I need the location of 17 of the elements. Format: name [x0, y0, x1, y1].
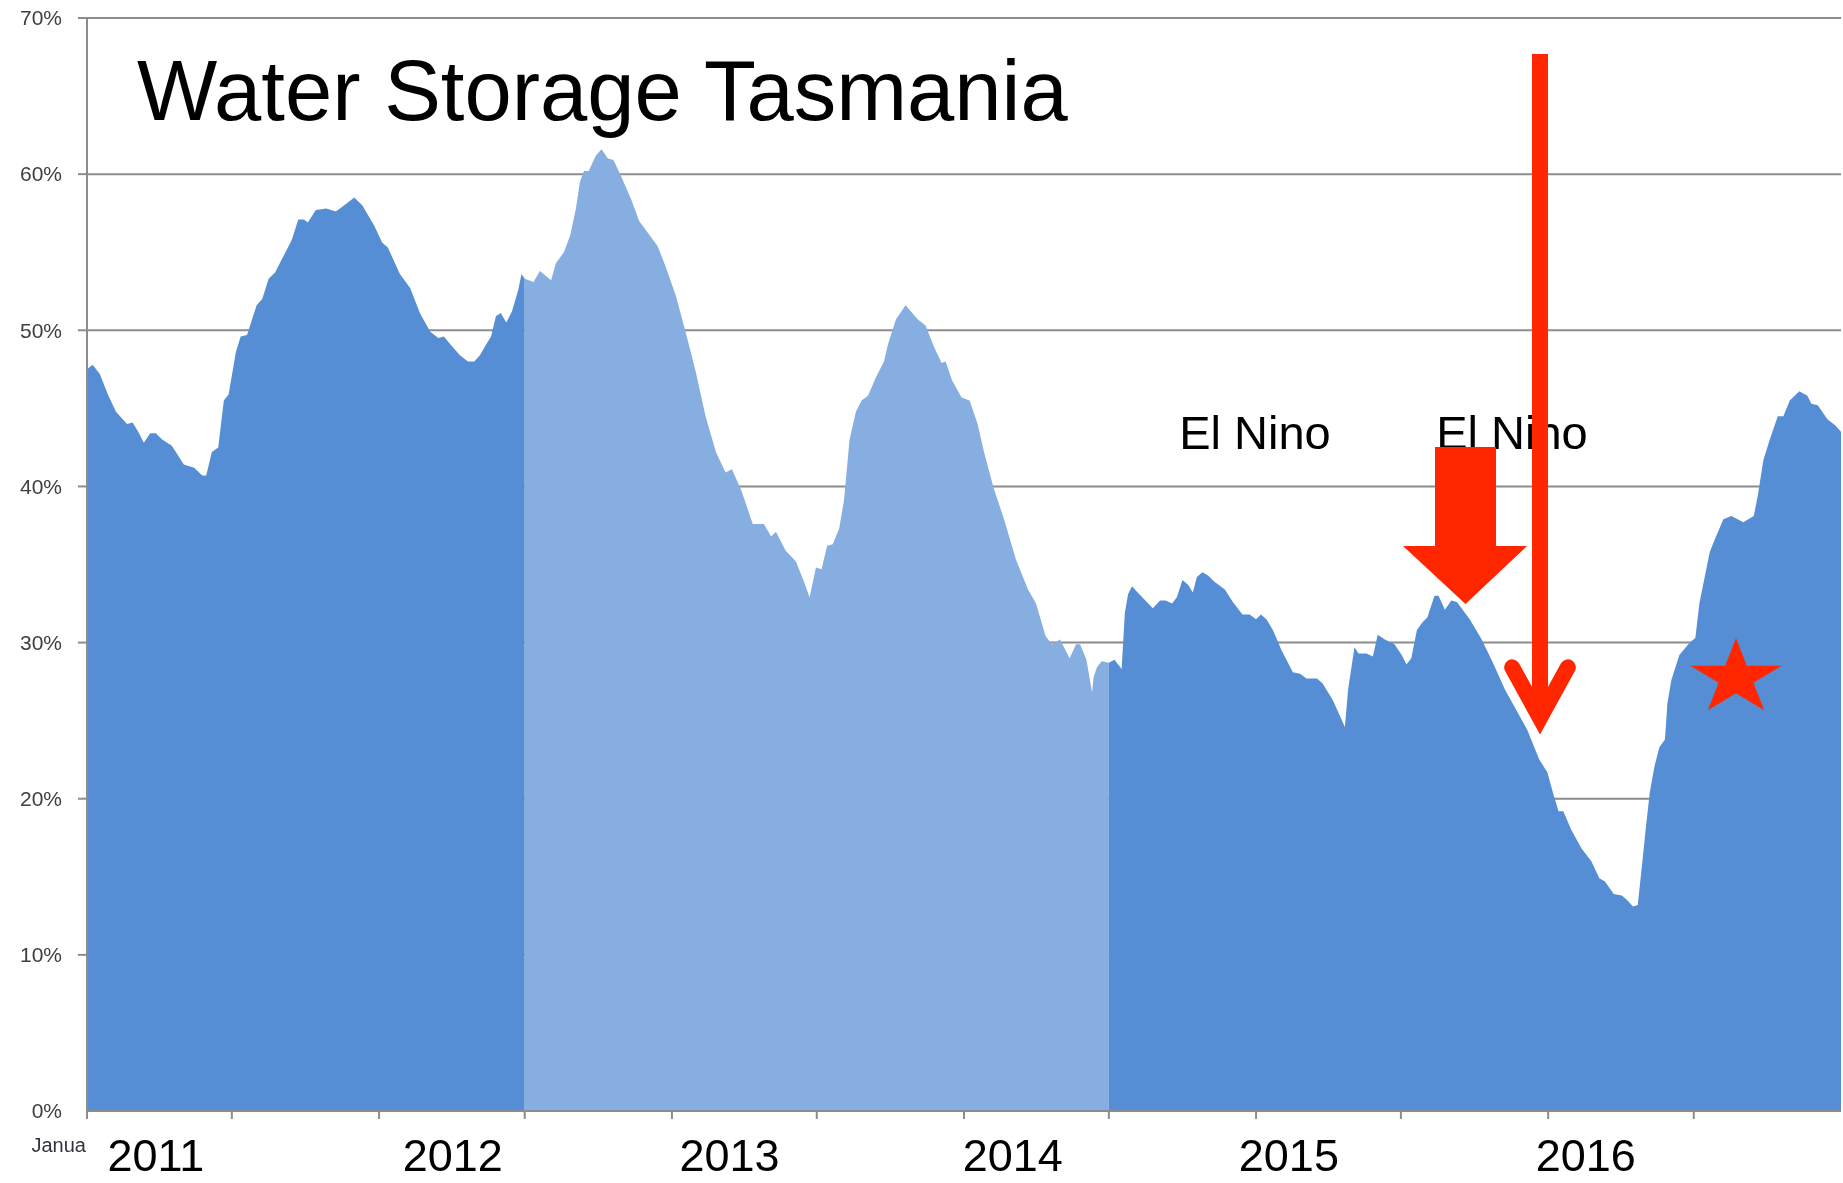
x-tick-label: 2016 — [1535, 1130, 1636, 1181]
y-tick-label: 20% — [19, 787, 62, 811]
x-tick-label: 2015 — [1238, 1130, 1339, 1181]
y-tick-label: 70% — [19, 6, 62, 30]
x-tick-label: 2013 — [679, 1130, 780, 1181]
chart-title: Water Storage Tasmania — [137, 43, 1069, 138]
y-tick-label: 50% — [19, 318, 62, 342]
text: Janua — [31, 1134, 87, 1156]
y-tick-label: 60% — [19, 162, 62, 186]
y-tick-label: 0% — [31, 1099, 62, 1123]
y-tick-label: 40% — [19, 474, 62, 498]
x-tick-label: 2014 — [962, 1130, 1063, 1181]
y-tick-label: 10% — [19, 943, 62, 967]
x-tick-label: 2011 — [107, 1130, 205, 1181]
y-tick-label: 30% — [19, 630, 62, 654]
annotation: El Nino — [1179, 406, 1331, 459]
x-tick-label: 2012 — [402, 1130, 503, 1181]
